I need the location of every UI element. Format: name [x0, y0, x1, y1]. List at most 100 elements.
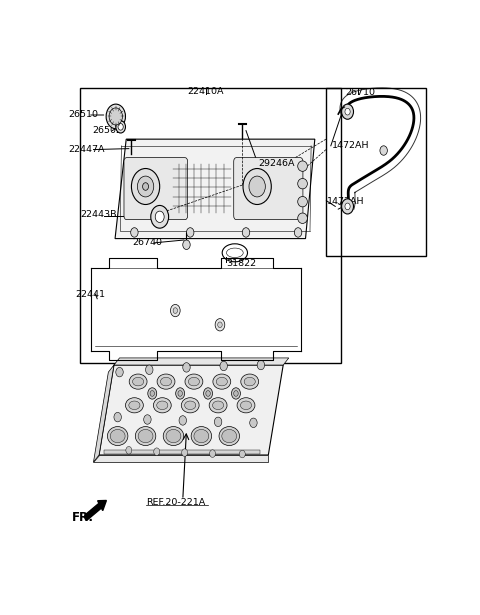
Circle shape: [183, 240, 190, 250]
Polygon shape: [94, 365, 114, 462]
Ellipse shape: [219, 427, 240, 445]
Polygon shape: [99, 365, 283, 455]
Polygon shape: [94, 455, 268, 462]
Ellipse shape: [132, 378, 144, 386]
Circle shape: [178, 391, 182, 396]
Circle shape: [220, 361, 228, 371]
Circle shape: [143, 183, 148, 190]
Ellipse shape: [216, 378, 228, 386]
Polygon shape: [115, 139, 315, 239]
Ellipse shape: [135, 427, 156, 445]
Circle shape: [240, 450, 245, 458]
Ellipse shape: [191, 427, 212, 445]
Text: 22443B: 22443B: [81, 210, 117, 219]
Ellipse shape: [240, 401, 252, 410]
Text: 26510: 26510: [68, 111, 98, 119]
Ellipse shape: [181, 398, 199, 413]
Ellipse shape: [160, 378, 172, 386]
Circle shape: [145, 365, 153, 375]
Circle shape: [114, 413, 121, 422]
Text: REF.20-221A: REF.20-221A: [146, 498, 205, 507]
Ellipse shape: [298, 213, 307, 223]
Circle shape: [116, 121, 125, 133]
Ellipse shape: [129, 401, 140, 410]
Ellipse shape: [156, 401, 168, 410]
Circle shape: [249, 176, 265, 197]
Circle shape: [210, 450, 216, 458]
Circle shape: [183, 363, 190, 372]
Circle shape: [181, 449, 188, 456]
Circle shape: [380, 146, 387, 155]
Circle shape: [179, 416, 186, 425]
Ellipse shape: [222, 429, 237, 443]
Circle shape: [118, 124, 123, 130]
Circle shape: [126, 446, 132, 454]
Circle shape: [170, 304, 180, 317]
Circle shape: [151, 205, 168, 228]
Bar: [104, 450, 260, 454]
Ellipse shape: [241, 374, 259, 389]
Polygon shape: [114, 358, 289, 365]
Text: 22441: 22441: [75, 290, 105, 298]
FancyBboxPatch shape: [124, 157, 188, 220]
Text: 31822: 31822: [226, 259, 256, 268]
Text: 1472AH: 1472AH: [332, 141, 369, 150]
Circle shape: [342, 104, 353, 119]
Ellipse shape: [185, 374, 203, 389]
Text: FR.: FR.: [72, 511, 94, 524]
Text: 22447A: 22447A: [68, 145, 105, 154]
Text: 29246A: 29246A: [258, 159, 295, 169]
Ellipse shape: [188, 378, 200, 386]
Circle shape: [250, 418, 257, 427]
Text: 26502: 26502: [93, 126, 123, 135]
Circle shape: [342, 199, 353, 214]
Circle shape: [345, 203, 350, 210]
Ellipse shape: [213, 401, 224, 410]
Ellipse shape: [138, 429, 153, 443]
Ellipse shape: [194, 429, 209, 443]
Ellipse shape: [125, 398, 144, 413]
Circle shape: [155, 211, 164, 223]
Circle shape: [257, 360, 264, 370]
Circle shape: [106, 104, 125, 129]
Circle shape: [231, 388, 240, 399]
Circle shape: [173, 308, 178, 314]
Circle shape: [154, 448, 160, 456]
Ellipse shape: [154, 398, 171, 413]
Circle shape: [150, 391, 155, 396]
Text: 26710: 26710: [346, 88, 376, 97]
FancyBboxPatch shape: [234, 157, 303, 220]
Circle shape: [186, 228, 194, 237]
Ellipse shape: [129, 374, 147, 389]
Circle shape: [218, 322, 222, 328]
Ellipse shape: [298, 196, 307, 207]
Circle shape: [148, 388, 156, 399]
Ellipse shape: [298, 178, 307, 189]
FancyArrow shape: [85, 501, 107, 520]
Ellipse shape: [108, 427, 128, 445]
Bar: [81, 88, 341, 363]
Circle shape: [109, 108, 122, 125]
Circle shape: [176, 388, 185, 399]
Ellipse shape: [237, 398, 255, 413]
Circle shape: [131, 228, 138, 237]
Ellipse shape: [157, 374, 175, 389]
Bar: [326, 88, 426, 256]
Circle shape: [204, 388, 213, 399]
Circle shape: [116, 367, 123, 377]
Ellipse shape: [213, 374, 231, 389]
Text: 26740: 26740: [132, 239, 163, 247]
Circle shape: [243, 169, 271, 205]
Text: 22410A: 22410A: [188, 87, 224, 97]
Circle shape: [294, 228, 302, 237]
Circle shape: [206, 391, 210, 396]
Circle shape: [345, 108, 350, 115]
Ellipse shape: [298, 161, 307, 172]
Ellipse shape: [163, 427, 184, 445]
Ellipse shape: [185, 401, 196, 410]
Text: 1472AH: 1472AH: [327, 197, 365, 206]
Circle shape: [234, 391, 238, 396]
Ellipse shape: [244, 378, 255, 386]
Circle shape: [132, 169, 160, 205]
Circle shape: [137, 176, 154, 197]
